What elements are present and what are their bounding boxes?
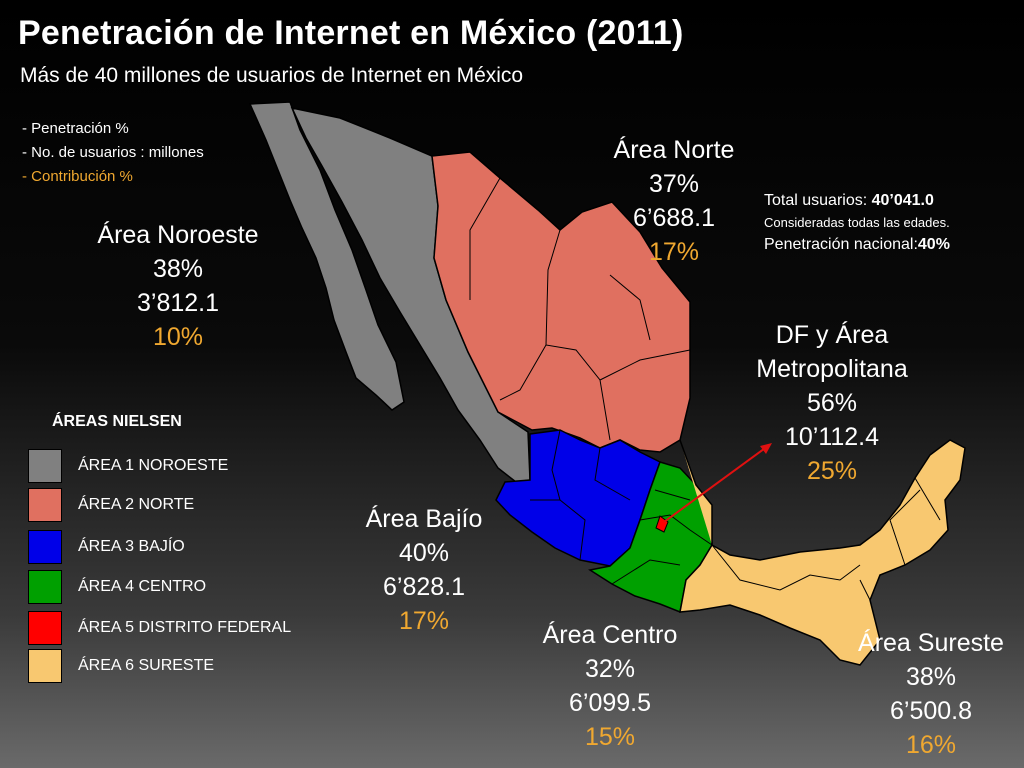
region-norte-borders — [469, 177, 691, 441]
area-penetration: 56% — [806, 389, 858, 417]
key-contribution: - Contribución % — [22, 168, 133, 185]
region-sureste — [679, 439, 966, 666]
area-penetration: 32% — [584, 655, 636, 683]
stat-norte: Área Norte 37% 6’688.1 17% — [584, 133, 764, 269]
region-sureste-borders — [711, 477, 941, 601]
area-users: 6’828.1 — [382, 573, 466, 601]
area-contribution: 17% — [648, 238, 700, 266]
area-users: 6’099.5 — [568, 689, 652, 717]
area-name: Área Bajío — [365, 505, 483, 533]
area-name: Área Norte — [613, 136, 735, 164]
legend-swatch — [28, 530, 62, 564]
area-users: 6’688.1 — [632, 204, 716, 232]
legend-swatch — [28, 649, 62, 683]
stat-sureste: Área Sureste 38% 6’500.8 16% — [840, 626, 1022, 762]
df-pointer-arrowhead — [760, 443, 772, 454]
area-contribution: 16% — [905, 731, 957, 759]
area-name-line2: Metropolitana — [756, 355, 908, 383]
stat-bajio: Área Bajío 40% 6’828.1 17% — [344, 502, 504, 638]
national-penetration-value: 40% — [917, 236, 950, 253]
nielsen-legend-title: ÁREAS NIELSEN — [52, 413, 182, 430]
area-name: Área Sureste — [858, 629, 1004, 657]
legend-label: ÁREA 1 NOROESTE — [78, 457, 229, 474]
area-penetration: 37% — [648, 170, 700, 198]
legend-swatch — [28, 449, 62, 483]
stat-noroeste: Área Noroeste 38% 3’812.1 10% — [86, 218, 270, 354]
region-noroeste-baja — [248, 101, 405, 411]
total-users-value: 40’041.0 — [871, 192, 934, 209]
total-users-box: Total usuarios: 40’041.0 Consideradas to… — [764, 190, 950, 256]
page-title: Penetración de Internet en México (2011) — [18, 14, 684, 52]
region-centro-borders — [611, 489, 713, 585]
df-pointer-arrow — [663, 445, 769, 523]
area-name: Área Noroeste — [97, 221, 259, 249]
area-contribution: 10% — [152, 323, 204, 351]
total-users-note: Consideradas todas las edades. — [764, 215, 950, 230]
area-name: Área Centro — [542, 621, 678, 649]
legend-label: ÁREA 5 DISTRITO FEDERAL — [78, 619, 292, 636]
value-key: - Penetración % - No. de usuarios : mill… — [22, 117, 204, 189]
total-users-line: Total usuarios: 40’041.0 — [764, 190, 950, 212]
national-penetration-label: Penetración nacional: — [764, 236, 918, 253]
area-penetration: 40% — [398, 539, 450, 567]
area-contribution: 15% — [584, 723, 636, 751]
area-name-line1: DF y Área — [775, 321, 889, 349]
area-contribution: 17% — [398, 607, 450, 635]
area-contribution: 25% — [806, 457, 858, 485]
national-penetration-line: Penetración nacional:40% — [764, 234, 950, 256]
legend-label: ÁREA 2 NORTE — [78, 496, 195, 513]
area-users: 6’500.8 — [889, 697, 973, 725]
legend-label: ÁREA 6 SURESTE — [78, 657, 215, 674]
stat-centro: Área Centro 32% 6’099.5 15% — [522, 618, 698, 754]
area-users: 3’812.1 — [136, 289, 220, 317]
legend-swatch — [28, 488, 62, 522]
legend-label: ÁREA 4 CENTRO — [78, 578, 207, 595]
page-subtitle: Más de 40 millones de usuarios de Intern… — [20, 64, 524, 87]
area-users: 10’112.4 — [784, 423, 880, 451]
legend-label: ÁREA 3 BAJÍO — [78, 538, 185, 555]
key-penetration: - Penetración % — [22, 120, 129, 137]
legend-swatch — [28, 611, 62, 645]
legend-swatch — [28, 570, 62, 604]
area-penetration: 38% — [905, 663, 957, 691]
total-users-label: Total usuarios: — [764, 192, 872, 209]
area-penetration: 38% — [152, 255, 204, 283]
region-bajio-borders — [530, 429, 631, 561]
stat-df: DF y Área Metropolitana 56% 10’112.4 25% — [732, 318, 932, 488]
key-users: - No. de usuarios : millones — [22, 144, 204, 161]
